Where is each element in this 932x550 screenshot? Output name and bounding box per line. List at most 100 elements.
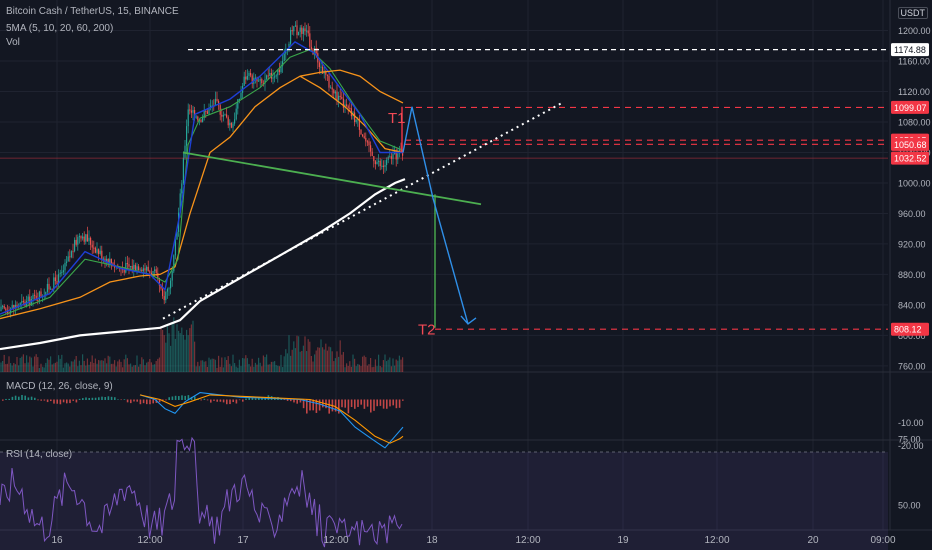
candle-body bbox=[203, 110, 205, 118]
volume-bar bbox=[48, 359, 50, 372]
candle-body bbox=[30, 299, 32, 306]
volume-bar bbox=[130, 363, 132, 372]
macd-histogram-bar bbox=[261, 397, 263, 400]
macd-histogram-bar bbox=[370, 399, 372, 413]
volume-bar bbox=[179, 333, 181, 372]
macd-line bbox=[139, 392, 404, 449]
volume-bar bbox=[118, 359, 120, 372]
candle-body bbox=[310, 46, 312, 50]
volume-bar bbox=[384, 354, 386, 372]
macd-histogram-bar bbox=[366, 399, 369, 407]
macd-histogram-bar bbox=[123, 399, 126, 400]
volume-bar bbox=[11, 365, 13, 372]
sma-legend[interactable]: 5MA (5, 10, 20, 60, 200) bbox=[6, 23, 114, 34]
candle-body bbox=[256, 77, 258, 82]
candle-body bbox=[278, 69, 280, 73]
macd-histogram-bar bbox=[328, 399, 330, 414]
volume-bar bbox=[235, 366, 237, 372]
candle-body bbox=[334, 91, 336, 94]
candle-body bbox=[299, 27, 301, 32]
signal-line bbox=[139, 394, 404, 444]
candle-body bbox=[275, 75, 277, 77]
candle-body bbox=[149, 271, 151, 273]
candle-body bbox=[75, 239, 77, 245]
candle-body bbox=[166, 289, 168, 292]
currency-badge[interactable]: USDT bbox=[897, 7, 928, 19]
candle-body bbox=[85, 234, 87, 242]
candle-body bbox=[14, 304, 16, 308]
volume-bar bbox=[224, 357, 226, 372]
macd-histogram-bar bbox=[94, 397, 97, 400]
rsi-legend[interactable]: RSI (14, close) bbox=[6, 449, 73, 460]
volume-bar bbox=[46, 358, 48, 372]
macd-histogram-bar bbox=[238, 399, 241, 401]
volume-bar bbox=[194, 341, 196, 372]
candle-body bbox=[66, 261, 68, 263]
volume-bar bbox=[394, 365, 396, 372]
volume-bar bbox=[370, 357, 372, 372]
macd-histogram-bar bbox=[258, 396, 260, 400]
candle-body bbox=[378, 160, 380, 162]
macd-histogram-bar bbox=[104, 397, 106, 400]
candle-body bbox=[78, 236, 80, 238]
candle-body bbox=[192, 110, 194, 113]
macd-histogram-bar bbox=[312, 399, 314, 411]
macd-histogram-bar bbox=[232, 399, 234, 403]
volume-bar bbox=[80, 365, 82, 372]
volume-bar bbox=[14, 364, 16, 372]
candle-body bbox=[229, 122, 231, 126]
macd-pane bbox=[2, 392, 404, 449]
volume-bar bbox=[104, 358, 106, 372]
macd-histogram-bar bbox=[66, 399, 68, 404]
volume-bar bbox=[110, 363, 112, 372]
macd-histogram-bar bbox=[302, 399, 305, 409]
candle-body bbox=[384, 165, 386, 167]
candle-body bbox=[376, 161, 378, 165]
candle-body bbox=[72, 251, 74, 253]
volume-bar bbox=[246, 358, 248, 372]
volume-bar bbox=[349, 361, 351, 372]
candle-body bbox=[147, 266, 149, 272]
candle-body bbox=[238, 98, 240, 100]
macd-histogram-bar bbox=[318, 399, 321, 411]
volume-legend[interactable]: Vol bbox=[6, 37, 20, 48]
price-label-box bbox=[891, 43, 929, 57]
volume-bar bbox=[269, 364, 271, 372]
macd-histogram-bar bbox=[34, 397, 36, 400]
candle-body bbox=[197, 116, 199, 121]
macd-histogram-bar bbox=[216, 399, 218, 402]
volume-bar bbox=[91, 355, 93, 372]
candle-body bbox=[179, 193, 181, 213]
candle-body bbox=[130, 266, 132, 268]
volume-bar bbox=[178, 330, 180, 372]
volume-bar bbox=[285, 349, 287, 372]
candle-body bbox=[222, 115, 224, 117]
volume-bar bbox=[187, 335, 189, 372]
volume-bar bbox=[101, 360, 103, 372]
candle-body bbox=[315, 48, 317, 54]
candle-body bbox=[360, 129, 362, 135]
macd-histogram-bar bbox=[139, 399, 142, 405]
candle-body bbox=[90, 237, 92, 245]
volume-bar bbox=[144, 365, 146, 372]
candle-body bbox=[373, 156, 375, 162]
volume-bar bbox=[318, 347, 320, 372]
volume-bar bbox=[357, 363, 359, 372]
volume-bar bbox=[251, 358, 253, 372]
volume-bar bbox=[333, 361, 335, 372]
candle-body bbox=[98, 249, 100, 254]
volume-bar bbox=[24, 363, 26, 372]
candle-body bbox=[136, 266, 138, 271]
candle-body bbox=[27, 296, 29, 301]
candle-body bbox=[102, 258, 104, 260]
projection-path bbox=[402, 106, 469, 325]
volume-bar bbox=[3, 354, 5, 372]
macd-legend[interactable]: MACD (12, 26, close, 9) bbox=[6, 381, 113, 392]
candle-body bbox=[314, 48, 316, 55]
macd-histogram-bar bbox=[187, 395, 190, 400]
candle-body bbox=[349, 107, 351, 109]
candle-body bbox=[208, 108, 210, 114]
time-tick-label: 18 bbox=[426, 535, 438, 546]
volume-bar bbox=[282, 367, 284, 372]
